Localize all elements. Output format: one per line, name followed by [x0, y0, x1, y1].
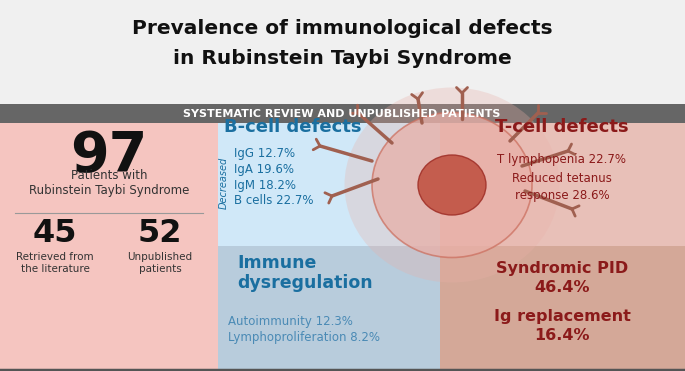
- Text: Unpublished
patients: Unpublished patients: [127, 252, 192, 274]
- Text: Immune: Immune: [237, 254, 316, 272]
- Text: 52: 52: [138, 219, 182, 250]
- Text: dysregulation: dysregulation: [237, 274, 373, 292]
- Ellipse shape: [345, 88, 560, 282]
- FancyBboxPatch shape: [0, 0, 685, 106]
- Text: in Rubinstein Taybi Syndrome: in Rubinstein Taybi Syndrome: [173, 49, 512, 69]
- Text: IgA 19.6%: IgA 19.6%: [234, 162, 294, 175]
- Text: IgM 18.2%: IgM 18.2%: [234, 178, 296, 191]
- Text: Retrieved from
the literature: Retrieved from the literature: [16, 252, 94, 274]
- Text: B-cell defects: B-cell defects: [224, 118, 362, 136]
- FancyBboxPatch shape: [0, 123, 218, 371]
- Text: Reduced tetanus: Reduced tetanus: [512, 173, 612, 186]
- Text: 45: 45: [33, 219, 77, 250]
- Ellipse shape: [418, 155, 486, 215]
- Text: Ig replacement: Ig replacement: [494, 309, 630, 324]
- Text: IgG 12.7%: IgG 12.7%: [234, 147, 295, 160]
- Text: SYSTEMATIC REVIEW AND UNPUBLISHED PATIENTS: SYSTEMATIC REVIEW AND UNPUBLISHED PATIEN…: [184, 109, 501, 119]
- Text: Prevalence of immunological defects: Prevalence of immunological defects: [132, 20, 552, 39]
- Text: Autoimmunity 12.3%: Autoimmunity 12.3%: [228, 315, 353, 328]
- Text: Decreased: Decreased: [219, 157, 229, 209]
- Text: 97: 97: [71, 129, 148, 183]
- Text: 16.4%: 16.4%: [534, 328, 590, 344]
- Text: T-cell defects: T-cell defects: [495, 118, 629, 136]
- FancyBboxPatch shape: [218, 246, 440, 371]
- Ellipse shape: [372, 112, 532, 257]
- Text: T lymphopenia 22.7%: T lymphopenia 22.7%: [497, 152, 627, 165]
- FancyBboxPatch shape: [440, 246, 685, 371]
- Text: response 28.6%: response 28.6%: [514, 190, 610, 203]
- Text: B cells 22.7%: B cells 22.7%: [234, 194, 314, 207]
- Text: 46.4%: 46.4%: [534, 280, 590, 295]
- Text: Syndromic PID: Syndromic PID: [496, 260, 628, 276]
- FancyBboxPatch shape: [440, 123, 685, 246]
- Text: Lymphoproliferation 8.2%: Lymphoproliferation 8.2%: [228, 332, 380, 345]
- Text: Patients with
Rubinstein Taybi Syndrome: Patients with Rubinstein Taybi Syndrome: [29, 169, 189, 197]
- FancyBboxPatch shape: [218, 123, 440, 246]
- FancyBboxPatch shape: [0, 104, 685, 123]
